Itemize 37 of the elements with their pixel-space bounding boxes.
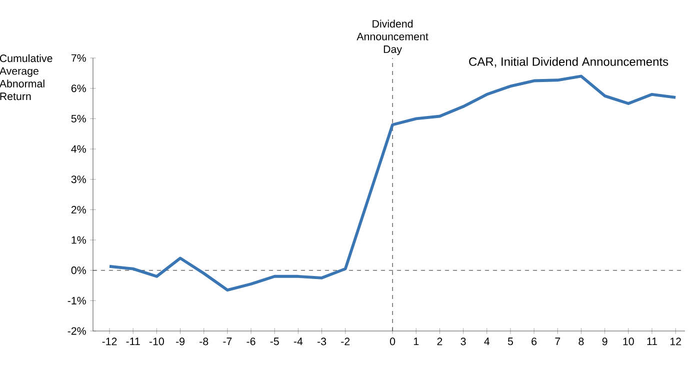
- y-tick-label: 0%: [71, 266, 86, 274]
- y-tick-label: 1%: [72, 236, 86, 244]
- y-tick-label: 4%: [71, 145, 86, 153]
- x-tick-label: -3: [318, 338, 326, 346]
- y-tick-label: 2%: [71, 206, 86, 214]
- x-tick-label: -8: [200, 338, 208, 346]
- x-tick-label: -7: [223, 338, 232, 346]
- x-tick-label: -2: [341, 338, 350, 346]
- x-tick-label: 6: [532, 338, 537, 346]
- x-tick-label: 3: [460, 338, 466, 346]
- x-tick-label: 0: [390, 338, 396, 346]
- x-tick-label: -9: [176, 338, 184, 346]
- x-tick-label: 2: [437, 338, 442, 346]
- x-tick-label: 5: [508, 338, 513, 346]
- x-tick-label: -10: [149, 338, 164, 346]
- x-tick-label: 7: [555, 338, 560, 346]
- y-tick-label: 7%: [71, 54, 86, 62]
- line-series: [108, 74, 678, 292]
- x-tick-label: 1: [414, 338, 419, 346]
- x-tick-label: 8: [578, 338, 584, 346]
- x-tick-label: 12: [670, 338, 681, 346]
- ref-line-label: Dividend Announcement Day: [356, 20, 428, 56]
- y-tick-label: -1%: [68, 296, 86, 304]
- x-tick-label: -4: [294, 338, 303, 346]
- x-tick-label: 9: [602, 338, 608, 346]
- y-tick-label: 3%: [71, 176, 86, 184]
- x-tick-label: -12: [102, 338, 117, 346]
- x-tick-label: -6: [246, 338, 256, 346]
- x-tick-label: 11: [647, 338, 657, 346]
- x-tick-label: 10: [623, 338, 634, 346]
- x-tick-label: 4: [484, 338, 490, 346]
- y-tick-label: -2%: [68, 327, 86, 335]
- x-tick-label: -11: [126, 338, 140, 346]
- y-tick-label: 5%: [71, 114, 86, 122]
- chart-title: CAR, Initial Dividend Announcements: [469, 57, 668, 68]
- y-tick-label: 6%: [71, 84, 86, 92]
- x-tick-label: -5: [270, 338, 279, 346]
